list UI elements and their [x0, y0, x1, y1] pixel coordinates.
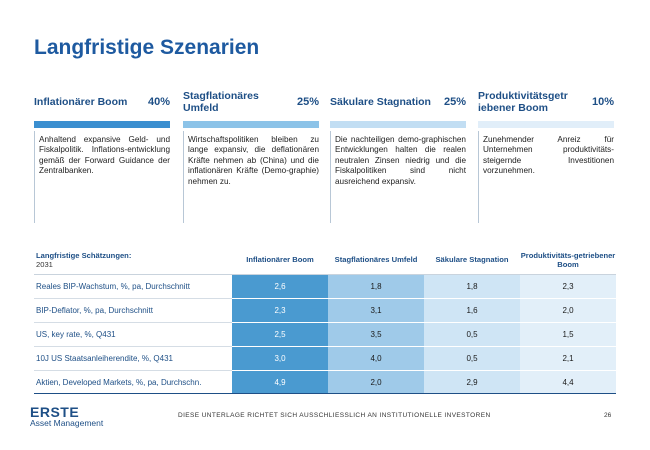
- scenario-column: Säkulare Stagnation 25% Die nachteiligen d…: [330, 86, 466, 223]
- table-header-row: Langfristige Schätzungen: 2031 Inflation…: [34, 246, 616, 275]
- table-cell: 1,5: [520, 321, 616, 346]
- table-cell: 2,5: [232, 321, 328, 346]
- scenario-description: Zunehmender Anreiz für Unternehmen produ…: [478, 131, 614, 223]
- scenario-name: Produktivitätsgetr iebener Boom: [478, 90, 568, 114]
- table-cell: 2,3: [232, 297, 328, 322]
- scenario-name: Säkulare Stagnation: [330, 96, 431, 108]
- scenario-probability: 25%: [443, 96, 466, 108]
- table-cell: 2,0: [520, 297, 616, 322]
- table-cell: 3,0: [232, 345, 328, 370]
- table-cell: 1,6: [424, 297, 520, 322]
- table-cell: 2,3: [520, 273, 616, 298]
- col-header-inflationaerer-boom: Inflationärer Boom: [232, 246, 328, 275]
- table-cell: 4,0: [328, 345, 424, 370]
- scenario-color-bar: [34, 121, 170, 128]
- col-header-stagflationaeres-umfeld: Stagflationäres Umfeld: [328, 246, 424, 275]
- table-row: US, key rate, %, Q431 2,5 3,5 0,5 1,5: [34, 321, 616, 346]
- table-cell: 1,8: [328, 273, 424, 298]
- row-label: BIP-Deflator, %, pa, Durchschnitt: [34, 297, 232, 322]
- scenario-color-bar: [478, 121, 614, 128]
- col-header-produktivitaet-boom: Produktivitäts-getriebener Boom: [520, 246, 616, 275]
- scenario-description: Anhaltend expansive Geld- und Fiskalpoli…: [34, 131, 170, 223]
- scenario-probability: 40%: [147, 96, 170, 108]
- table-cell: 2,0: [328, 369, 424, 394]
- scenario-description: Wirtschaftspolitiken bleiben zu lange ex…: [183, 131, 319, 223]
- scenario-probability: 25%: [296, 96, 319, 108]
- scenario-column: Inflationärer Boom 40% Anhaltend expansive…: [34, 86, 170, 223]
- scenario-color-bar: [330, 121, 466, 128]
- row-label: US, key rate, %, Q431: [34, 321, 232, 346]
- scenario-column: Produktivitätsgetr iebener Boom 10% Zunehm…: [478, 86, 614, 223]
- disclaimer: DIESE UNTERLAGE RICHTET SICH AUSSCHLIESS…: [178, 412, 491, 419]
- table-row: Aktien, Developed Markets, %, pa, Durchs…: [34, 369, 616, 394]
- table-row: 10J US Staatsanleiherendite, %, Q431 3,0 4…: [34, 345, 616, 370]
- scenario-header: Inflationärer Boom 40%: [34, 86, 170, 118]
- table-header-title: Langfristige Schätzungen: 2031: [34, 246, 232, 275]
- scenario-column: Stagflationäres Umfeld 25% Wirtschaftspoli…: [183, 86, 319, 223]
- estimates-table: Langfristige Schätzungen: 2031 Inflation…: [34, 246, 616, 394]
- table-cell: 2,1: [520, 345, 616, 370]
- scenario-description: Die nachteiligen demo-graphischen Entwic…: [330, 131, 466, 223]
- scenario-header: Säkulare Stagnation 25%: [330, 86, 466, 118]
- page-number: 26: [604, 412, 612, 419]
- table-cell: 3,1: [328, 297, 424, 322]
- logo-subtitle: Asset Management: [30, 418, 104, 428]
- erste-logo: ERSTE Asset Management: [30, 404, 103, 428]
- page-title: Langfristige Szenarien: [34, 36, 260, 59]
- scenario-probability: 10%: [591, 96, 614, 108]
- table-cell: 4,4: [520, 369, 616, 394]
- scenario-header: Produktivitätsgetr iebener Boom 10%: [478, 86, 614, 118]
- row-label: Reales BIP-Wachstum, %, pa, Durchschnitt: [34, 273, 232, 298]
- table-cell: 0,5: [424, 345, 520, 370]
- footer-divider: [34, 393, 616, 394]
- table-cell: 4,9: [232, 369, 328, 394]
- table-row: BIP-Deflator, %, pa, Durchschnitt 2,3 3,1 1…: [34, 297, 616, 322]
- table-cell: 2,9: [424, 369, 520, 394]
- row-label: Aktien, Developed Markets, %, pa, Durchs…: [34, 369, 232, 394]
- table-header-year: 2031: [36, 259, 53, 269]
- scenario-name: Stagflationäres Umfeld: [183, 90, 259, 114]
- table-cell: 0,5: [424, 321, 520, 346]
- table-cell: 2,6: [232, 273, 328, 298]
- col-header-saekulare-stagnation: Säkulare Stagnation: [424, 246, 520, 275]
- table-row: Reales BIP-Wachstum, %, pa, Durchschnitt…: [34, 273, 616, 298]
- logo-wordmark: ERSTE: [30, 404, 80, 420]
- scenario-color-bar: [183, 121, 319, 128]
- row-label: 10J US Staatsanleiherendite, %, Q431: [34, 345, 232, 370]
- table-cell: 1,8: [424, 273, 520, 298]
- table-body: Reales BIP-Wachstum, %, pa, Durchschnitt…: [34, 273, 616, 394]
- scenario-header: Stagflationäres Umfeld 25%: [183, 86, 319, 118]
- table-cell: 3,5: [328, 321, 424, 346]
- table-header-label: Langfristige Schätzungen:: [36, 250, 132, 260]
- scenario-name: Inflationärer Boom: [34, 96, 128, 108]
